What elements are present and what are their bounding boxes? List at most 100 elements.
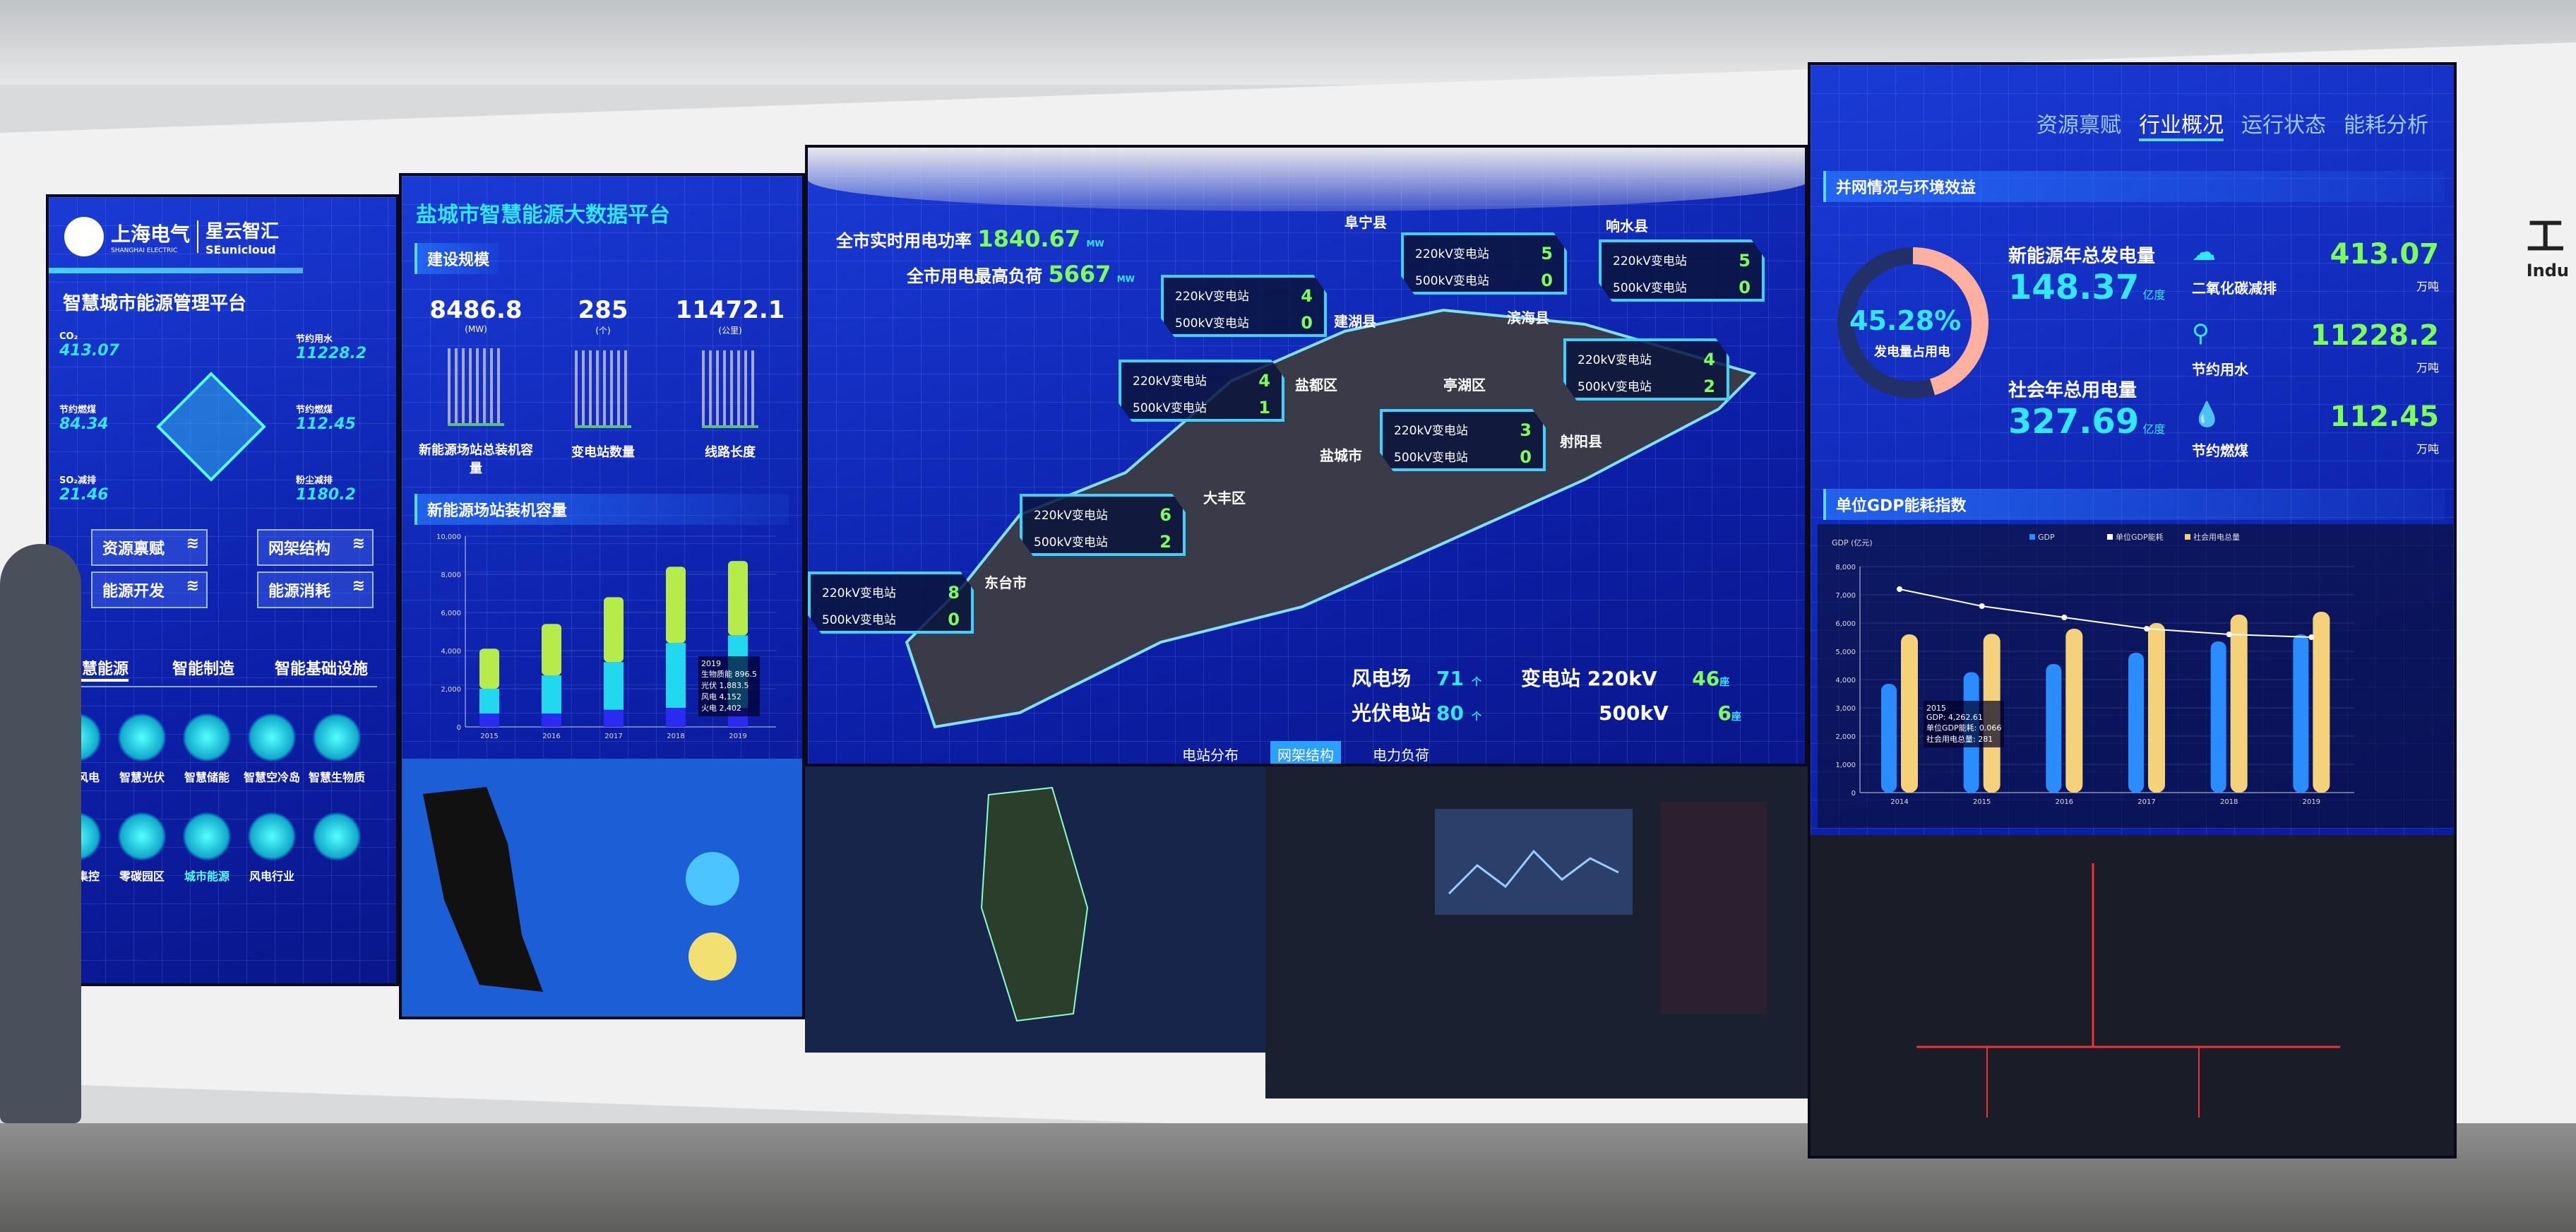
env-benefit: ⚲ 节约用水 11228.2 万吨 (2192, 319, 2446, 397)
right-panel: 资源禀赋 行业概况 运行状态 能耗分析 并网情况与环境效益 45.28% 发电量占用电… (1808, 62, 2457, 1159)
nav-tab[interactable]: 运行状态 (2241, 113, 2326, 138)
stat-label: 新能源场站总装机容量 (419, 443, 533, 476)
gauge-label: 发电量占用电 (1874, 345, 1950, 360)
layers-icon: ≋ (186, 535, 199, 552)
bar-segment (479, 713, 499, 727)
consumption-bar (1901, 634, 1918, 793)
central-diamond-icon (156, 372, 266, 482)
row-label: 500kV变电站 (1175, 316, 1249, 331)
station-count-box[interactable]: 220kV变电站 3 500kV变电站 0 (1380, 409, 1546, 471)
solution-item[interactable]: 智慧空冷岛 (222, 713, 321, 785)
env-unit: 万吨 (2416, 280, 2439, 293)
place-label: 盐城市 (1320, 447, 1362, 464)
ceiling-reflection (808, 148, 1805, 211)
layer-button[interactable]: 资源禀赋 ≋ (91, 529, 208, 566)
row-label: 220kV变电站 (1415, 247, 1489, 261)
sub-screen-single-line-diagram (1811, 835, 2454, 1156)
gdp-bar (2128, 653, 2144, 793)
button-label: 能源消耗 (268, 583, 331, 600)
y-tick-label: 1,000 (1835, 762, 1856, 769)
stat: 8486.8 (MW) 新能源场站总装机容量 (416, 296, 536, 477)
x-tick-label: 2016 (2056, 798, 2073, 806)
stat-label: 变电站数量 (571, 445, 635, 460)
section-title: 新能源场站装机容量 (415, 494, 789, 525)
place-label: 东台市 (984, 574, 1027, 591)
row-label: 220kV变电站 (1613, 254, 1687, 268)
legend-swatch (2029, 534, 2035, 540)
env-unit: 万吨 (2416, 361, 2439, 374)
layer-button[interactable]: 网架结构 ≋ (257, 529, 374, 566)
button-label: 资源禀赋 (102, 540, 165, 558)
solution-item[interactable]: 风电行业 (222, 812, 321, 884)
metric: 节约燃煤 84.34 (59, 402, 158, 433)
env-benefit: ☁ 二氧化碳减排 413.07 万吨 (2192, 238, 2446, 316)
layer-button[interactable]: 能源开发 ≋ (91, 571, 208, 608)
kv220-value: 46 (1692, 667, 1720, 690)
nav-tab[interactable]: 资源禀赋 (2037, 113, 2121, 138)
station-count-box[interactable]: 220kV变电站 4 500kV变电站 0 (1161, 275, 1327, 337)
stat-icon (448, 348, 504, 426)
value: 148.37 (2008, 268, 2140, 307)
station-count-box[interactable]: 220kV变电站 6 500kV变电站 2 (1020, 494, 1186, 556)
bar-segment (479, 648, 499, 689)
category-tab[interactable]: 智能制造 (172, 661, 235, 678)
map-tab[interactable]: 电站分布 (1182, 747, 1239, 764)
station-count-box[interactable]: 220kV变电站 5 500kV变电站 0 (1599, 239, 1765, 302)
x-tick-label: 2017 (2137, 798, 2155, 806)
row-label: 220kV变电站 (1175, 290, 1249, 304)
bar-segment (666, 643, 686, 708)
header-logos: 上海电气 SHANGHAI ELECTRIC 星云智汇 SEunicloud (64, 217, 279, 256)
metric-value: 413.07 (59, 342, 119, 360)
solution-item[interactable]: 智慧生物质 (287, 713, 386, 785)
place-label: 亭湖区 (1443, 377, 1486, 393)
metric: 粉尘减排 1180.2 (296, 473, 395, 504)
consumption-bar (2148, 623, 2165, 793)
y-tick-label: 2,000 (441, 686, 461, 694)
station-count-box[interactable]: 220kV变电站 4 500kV变电站 2 (1563, 338, 1729, 401)
category-tab[interactable]: 智能基础设施 (275, 661, 369, 678)
unit: 个 (1472, 711, 1481, 723)
bar-segment (604, 597, 624, 663)
city-map-subscreen (402, 759, 802, 1017)
solution-icon (247, 812, 297, 861)
row-label: 500kV变电站 (822, 613, 896, 627)
stat: 11472.1 (公里) 线路长度 (670, 296, 790, 461)
nav-tab[interactable]: 行业概况 (2139, 107, 2224, 141)
bar-segment (728, 561, 748, 636)
wind-value: 71 (1436, 667, 1464, 690)
env-value: 11228.2 (2310, 319, 2439, 352)
place-label: 大丰区 (1203, 490, 1246, 507)
metric-label: 节约用水 (296, 334, 333, 345)
solution-item[interactable]: 智慧光伏 (93, 713, 191, 785)
metric-label: 节约燃煤 (59, 405, 97, 415)
value: 327.69 (2008, 402, 2140, 442)
gauge-value: 45.28% (1849, 305, 1962, 336)
solution-item[interactable] (287, 812, 386, 867)
map-tab[interactable]: 网架结构 (1270, 741, 1341, 764)
place-label: 盐都区 (1295, 377, 1337, 393)
nav-tab[interactable]: 能耗分析 (2344, 113, 2428, 138)
map-tab[interactable]: 电力负荷 (1373, 747, 1429, 764)
kv500-value: 6 (1717, 701, 1731, 725)
solution-icon (182, 812, 232, 861)
solution-item[interactable]: 城市能源 (157, 812, 256, 884)
x-tick-label: 2019 (2303, 798, 2320, 806)
gdp-energy-chart: GDP (亿元) GDP 单位GDP能耗 社会用电总量 0 1,000 2,000 3,000… (1818, 524, 2453, 828)
flame-icon: 💧 (2192, 401, 2222, 429)
platform-title: 智慧城市能源管理平台 (63, 293, 247, 314)
station-count-box[interactable]: 220kV变电站 5 500kV变电站 0 (1401, 232, 1567, 295)
solution-item[interactable]: 智慧储能 (157, 713, 256, 785)
place-label: 射阳县 (1560, 433, 1602, 450)
row-label: 500kV变电站 (1133, 401, 1207, 415)
legend-label: GDP (2038, 533, 2055, 542)
station-count-box[interactable]: 220kV变电站 8 500kV变电站 0 (808, 571, 974, 634)
gauge (1837, 247, 1988, 398)
count-500kv: 0 (948, 610, 960, 629)
place-label: 响水县 (1606, 218, 1648, 235)
solution-item[interactable]: 零碳园区 (93, 812, 191, 884)
y-tick-label: 2,000 (1835, 733, 1856, 741)
layer-button[interactable]: 能源消耗 ≋ (257, 571, 374, 608)
env-unit: 万吨 (2416, 442, 2439, 456)
unit: 亿度 (2142, 422, 2166, 436)
station-count-box[interactable]: 220kV变电站 4 500kV变电站 1 (1119, 360, 1284, 422)
